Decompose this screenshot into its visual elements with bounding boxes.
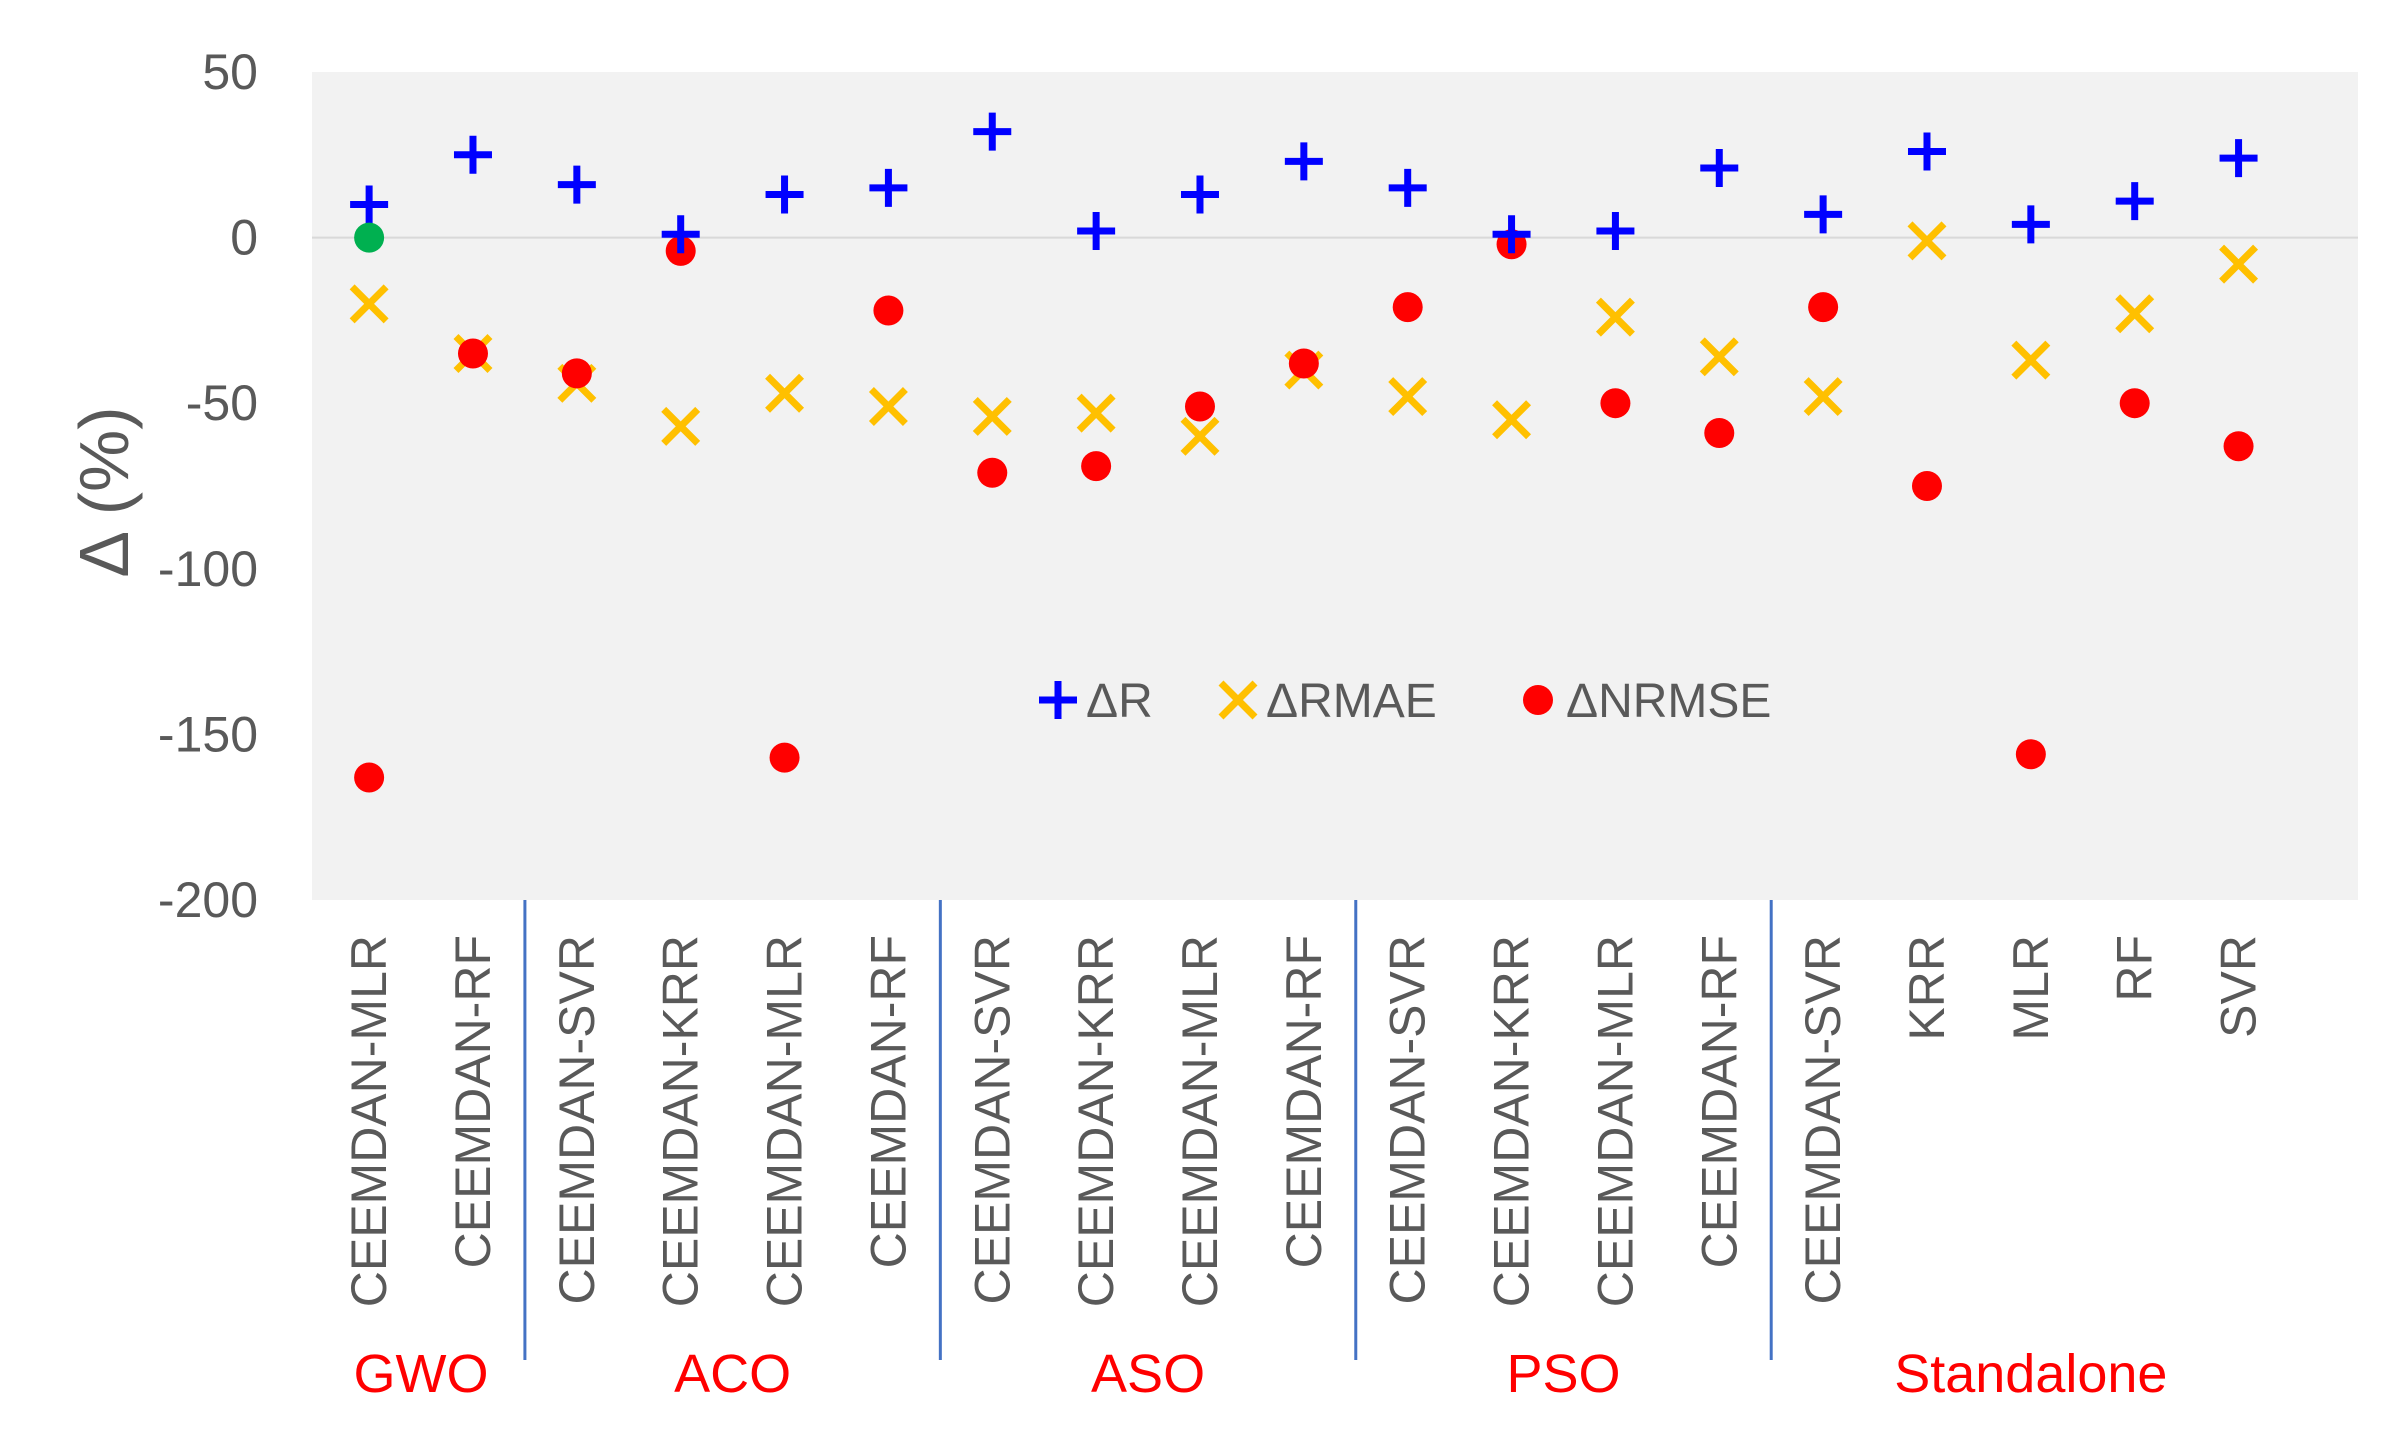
delta-r-point bbox=[1180, 175, 1219, 214]
delta-rmae-point bbox=[1388, 377, 1428, 417]
delta-nrmse-point bbox=[561, 358, 592, 389]
delta-rmae-point bbox=[2219, 244, 2259, 284]
x-category-label: CEEMDAN-MLR bbox=[1587, 935, 1643, 1307]
delta-nrmse-point bbox=[2223, 431, 2254, 462]
legend-label: ΔRMAE bbox=[1266, 675, 1437, 728]
y-tick-label: -200 bbox=[158, 872, 258, 928]
delta-nrmse-point bbox=[1704, 418, 1735, 449]
group-label: GWO bbox=[354, 1344, 489, 1404]
y-tick-label: 0 bbox=[230, 210, 258, 266]
delta-rmae-point bbox=[765, 373, 805, 413]
delta-rmae-point bbox=[1699, 337, 1739, 377]
x-category-label: KRR bbox=[1899, 935, 1955, 1041]
group-label: ASO bbox=[1091, 1344, 1205, 1404]
delta-r-point bbox=[661, 215, 700, 254]
group-label: Standalone bbox=[1894, 1344, 2167, 1404]
delta-r-point bbox=[869, 168, 908, 207]
delta-nrmse-point bbox=[1600, 388, 1631, 419]
x-category-label: SVR bbox=[2211, 935, 2267, 1038]
delta-r-point bbox=[1700, 149, 1739, 188]
delta-nrmse-point bbox=[769, 742, 800, 773]
delta-nrmse-point bbox=[977, 457, 1008, 488]
x-category-label: CEEMDAN-MLR bbox=[341, 935, 397, 1307]
delta-nrmse-point bbox=[2119, 388, 2150, 419]
delta-rmae-point bbox=[349, 284, 389, 324]
x-category-label: CEEMDAN-SVR bbox=[1380, 935, 1436, 1304]
delta-nrmse-point bbox=[1911, 471, 1942, 501]
delta-rmae-point bbox=[1803, 377, 1843, 417]
x-category-label: CEEMDAN-RF bbox=[1691, 935, 1747, 1268]
delta-r-point bbox=[1077, 211, 1116, 250]
delta-rmae-point bbox=[1492, 400, 1532, 440]
delta-rmae-point bbox=[661, 406, 701, 446]
delta-r-point bbox=[765, 175, 804, 214]
x-category-label: CEEMDAN-SVR bbox=[1795, 935, 1851, 1304]
delta-r-point bbox=[1907, 132, 1946, 171]
delta-nrmse-point bbox=[1808, 292, 1839, 323]
delta-nrmse-point bbox=[2015, 739, 2046, 770]
delta-rmae-point bbox=[868, 387, 908, 426]
delta-nrmse-point bbox=[1081, 451, 1112, 482]
y-axis-title: Δ (%) bbox=[65, 406, 143, 577]
legend-marker-plus bbox=[1039, 681, 1077, 719]
delta-r-point bbox=[1804, 195, 1843, 234]
delta-nrmse-point bbox=[1288, 348, 1319, 379]
delta-r-point bbox=[1284, 142, 1323, 181]
x-category-label: CEEMDAN-KRR bbox=[1068, 935, 1124, 1307]
x-category-label: CEEMDAN-SVR bbox=[549, 935, 605, 1304]
highlight-point bbox=[354, 222, 385, 253]
y-tick-label: -150 bbox=[158, 706, 258, 762]
y-tick-label: 50 bbox=[202, 44, 258, 100]
group-label: PSO bbox=[1506, 1344, 1620, 1404]
delta-nrmse-point bbox=[873, 295, 904, 326]
x-category-label: CEEMDAN-KRR bbox=[653, 935, 709, 1307]
legend-marker-dot bbox=[1523, 685, 1553, 715]
delta-r-point bbox=[350, 185, 389, 224]
delta-r-point bbox=[1596, 211, 1635, 250]
delta-rmae-point bbox=[972, 396, 1012, 436]
delta-rmae-point bbox=[2011, 340, 2051, 380]
x-category-label: CEEMDAN-RF bbox=[445, 935, 501, 1268]
delta-rmae-point bbox=[2115, 294, 2155, 334]
delta-r-point bbox=[1388, 168, 1427, 207]
x-category-label: CEEMDAN-RF bbox=[1276, 935, 1332, 1268]
delta-r-point bbox=[973, 112, 1012, 151]
delta-rmae-point bbox=[1907, 221, 1947, 261]
legend-label: ΔR bbox=[1086, 675, 1153, 728]
delta-nrmse-point bbox=[457, 338, 488, 369]
x-category-label: CEEMDAN-MLR bbox=[757, 935, 813, 1307]
y-tick-label: -100 bbox=[158, 541, 258, 597]
legend: ΔR ΔRMAE ΔNRMSE bbox=[1039, 675, 1771, 728]
delta-r-point bbox=[2219, 139, 2258, 178]
group-label: ACO bbox=[674, 1344, 791, 1404]
x-category-label: MLR bbox=[2003, 935, 2059, 1041]
legend-marker-x bbox=[1218, 680, 1258, 720]
delta-nrmse-point bbox=[1392, 292, 1423, 323]
legend-label: ΔNRMSE bbox=[1566, 675, 1771, 728]
x-category-label: CEEMDAN-MLR bbox=[1172, 935, 1228, 1307]
delta-r-point bbox=[557, 165, 596, 204]
delta-nrmse-point bbox=[1184, 391, 1215, 422]
delta-nrmse-point bbox=[354, 762, 385, 793]
delta-r-point bbox=[2115, 182, 2154, 221]
delta-r-point bbox=[453, 135, 492, 174]
delta-r-point bbox=[2011, 205, 2050, 244]
delta-rmae-point bbox=[1180, 416, 1220, 456]
x-category-label: CEEMDAN-SVR bbox=[964, 935, 1020, 1304]
x-category-label: CEEMDAN-RF bbox=[860, 935, 916, 1268]
delta-rmae-point bbox=[1595, 297, 1635, 337]
plot-area bbox=[312, 72, 2358, 900]
x-category-label: CEEMDAN-KRR bbox=[1484, 935, 1540, 1307]
x-category-label: RF bbox=[2107, 935, 2163, 1002]
y-tick-label: -50 bbox=[186, 375, 258, 431]
delta-rmae-point bbox=[1076, 393, 1116, 433]
delta-r-point bbox=[1492, 215, 1531, 254]
